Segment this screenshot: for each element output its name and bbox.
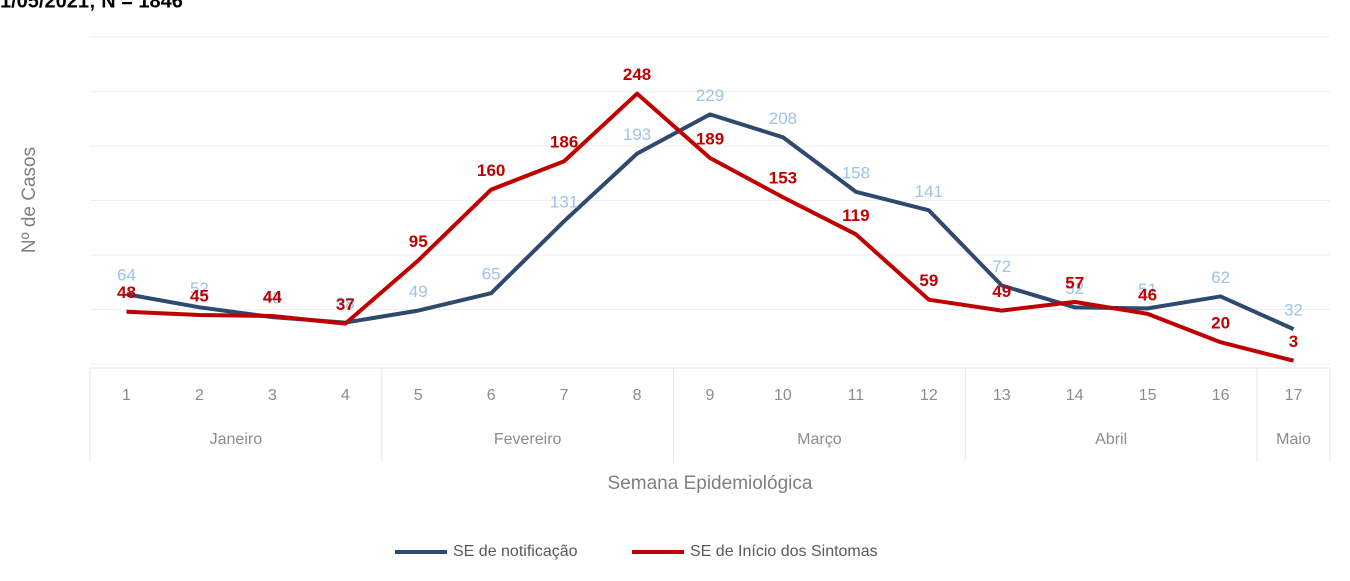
data-label: 248 <box>623 65 651 84</box>
data-label: 3 <box>1289 332 1298 351</box>
data-label: 62 <box>1211 268 1230 287</box>
x-tick-label: 5 <box>414 387 423 404</box>
x-tick-label: 4 <box>341 387 350 404</box>
data-label: 32 <box>1284 301 1303 320</box>
x-group-label: Fevereiro <box>494 431 562 448</box>
x-tick-label: 13 <box>993 387 1011 404</box>
data-label: 52 <box>190 279 209 298</box>
data-label: 186 <box>550 133 578 152</box>
data-label: 95 <box>409 232 428 251</box>
x-tick-label: 15 <box>1139 387 1157 404</box>
data-label: 153 <box>769 169 797 188</box>
data-label: 119 <box>842 206 869 225</box>
data-label: 48 <box>117 283 136 302</box>
x-tick-label: 8 <box>633 387 642 404</box>
x-tick-label: 2 <box>195 387 204 404</box>
data-label: 44 <box>263 288 282 307</box>
data-label: 158 <box>842 163 870 182</box>
x-group-label: Maio <box>1276 431 1311 448</box>
data-label: 229 <box>696 86 724 105</box>
data-label: 141 <box>915 182 943 201</box>
legend-label: SE de Início dos Sintomas <box>690 543 878 560</box>
x-tick-label: 12 <box>920 387 938 404</box>
x-tick-label: 7 <box>560 387 569 404</box>
data-label: 131 <box>550 193 578 212</box>
data-label: 193 <box>623 125 651 144</box>
x-axis-title: Semana Epidemiológica <box>608 473 813 494</box>
x-tick-label: 14 <box>1066 387 1084 404</box>
data-label: 72 <box>992 257 1011 276</box>
data-label: 43 <box>263 289 282 308</box>
subtitle: 1/05/2021; N = 1846 <box>0 0 183 12</box>
x-tick-label: 1 <box>122 387 131 404</box>
y-axis-title: Nº de Casos <box>19 147 40 253</box>
x-tick-label: 17 <box>1285 387 1303 404</box>
data-label: 189 <box>696 129 724 148</box>
data-label: 57 <box>1065 273 1084 292</box>
data-label: 37 <box>336 295 355 314</box>
x-tick-label: 11 <box>848 387 865 404</box>
x-tick-label: 9 <box>706 387 715 404</box>
data-label: 160 <box>477 161 505 180</box>
data-label: 52 <box>1065 279 1084 298</box>
data-label: 49 <box>409 282 428 301</box>
data-label: 20 <box>1211 314 1230 333</box>
x-tick-label: 6 <box>487 387 496 404</box>
data-label: 51 <box>1138 280 1157 299</box>
data-label: 208 <box>769 109 797 128</box>
x-group-label: Abril <box>1095 431 1127 448</box>
x-tick-label: 3 <box>268 387 277 404</box>
legend-label: SE de notificação <box>453 543 578 560</box>
x-group-label: Março <box>797 431 842 448</box>
series-line <box>126 91 1295 363</box>
x-group-label: Janeiro <box>210 431 263 448</box>
data-label: 38 <box>336 294 355 313</box>
data-label: 64 <box>117 266 136 285</box>
x-tick-label: 16 <box>1212 387 1230 404</box>
data-label: 46 <box>1138 285 1157 304</box>
data-label: 65 <box>482 265 501 284</box>
data-label: 45 <box>190 286 209 305</box>
data-label: 49 <box>992 282 1011 301</box>
x-tick-label: 10 <box>774 387 792 404</box>
data-label: 59 <box>919 271 938 290</box>
